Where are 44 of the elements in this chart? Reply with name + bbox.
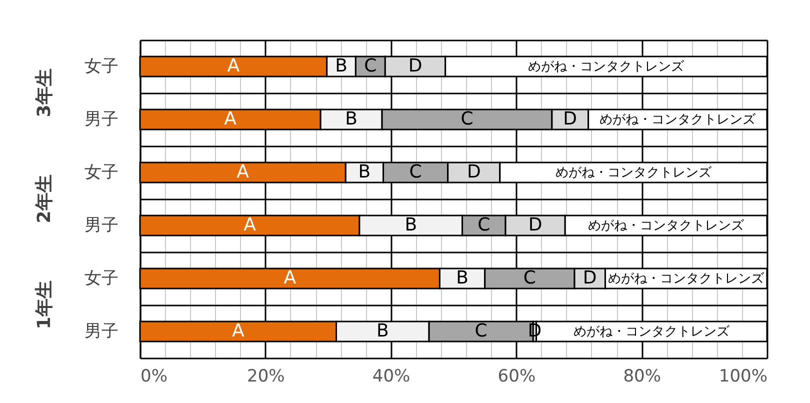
y-tick-label: 女子 [84,268,118,288]
series-label: めがね・コンタクトレンズ [528,60,686,74]
text: めがね・コンタクトレンズ [608,272,764,286]
y-tick-label: 女子 [84,56,118,76]
series-label: B [335,56,348,76]
text: B [358,162,371,182]
x-tick-label: 80% [623,366,661,386]
text: C [474,320,488,342]
x-tick-label: 60% [498,366,536,386]
x-tick-label: 20% [247,366,285,386]
text: D [466,162,481,182]
text: D [528,214,542,236]
text: A [244,214,256,236]
text: めがね・コンタクトレンズ [555,166,712,180]
text: C [478,214,490,236]
text: めがね・コンタクトレンズ [574,324,730,340]
text: D [582,268,597,288]
x-tick-label: 40% [372,366,410,386]
text: めがね・コンタクトレンズ [600,112,756,128]
text: 3年生 [34,68,55,118]
text: 1年生 [34,280,55,330]
text: A [224,108,236,130]
text: めがね・コンタクトレンズ [588,218,744,234]
text: C [523,268,536,288]
text: D [563,108,578,130]
text: 2年生 [34,174,55,224]
text: C [460,108,474,130]
y-tick-label: 女子 [84,162,118,182]
y-tick-label: 男子 [84,322,118,342]
text: B [404,214,418,236]
text: A [232,320,244,342]
x-tick-label: 0% [140,366,168,386]
series-label: C [364,56,377,76]
text: B [456,268,468,288]
x-tick-label: 100% [718,366,768,386]
text: A [236,162,249,182]
series-label: A [227,56,240,76]
series-label: D [408,56,422,76]
text: B [376,320,389,342]
y-tick-label: 男子 [84,216,118,236]
text: C [409,162,422,182]
text: A [284,268,296,288]
text: B [345,108,358,130]
y-tick-label: 男子 [84,110,118,130]
